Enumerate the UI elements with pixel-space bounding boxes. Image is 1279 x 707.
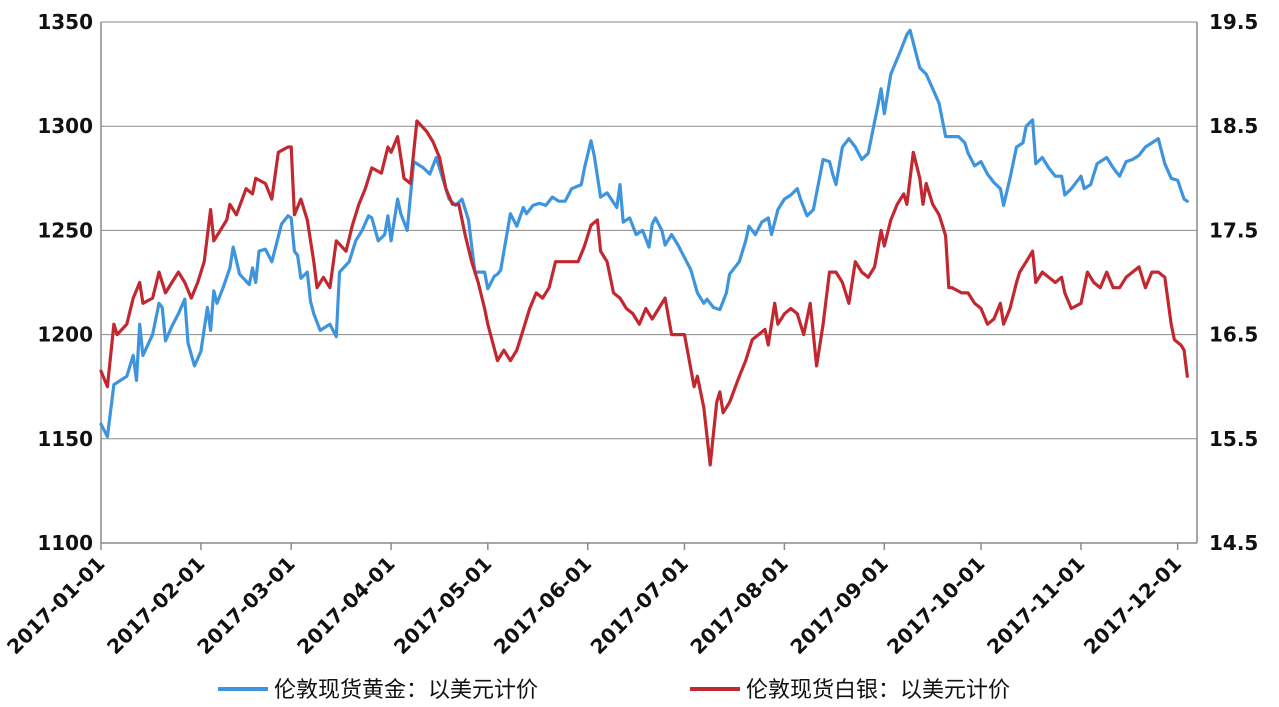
legend: 伦敦现货黄金：以美元计价 伦敦现货白银：以美元计价 (218, 678, 1010, 703)
right-tick-label: 16.5 (1209, 323, 1258, 347)
legend-item-silver: 伦敦现货白银：以美元计价 (690, 678, 1010, 703)
left-tick-label: 1100 (37, 531, 93, 555)
right-tick-label: 19.5 (1209, 10, 1258, 34)
right-tick-label: 18.5 (1209, 114, 1258, 138)
series-layer (99, 28, 1189, 467)
x-tick-label: 2017-09-01 (785, 552, 892, 659)
left-axis-ticks: 1100 1150 1200 1250 1300 1350 (37, 10, 93, 555)
left-tick-label: 1250 (37, 218, 93, 242)
right-tick-label: 14.5 (1209, 531, 1258, 555)
x-tick-label: 2017-04-01 (292, 552, 399, 659)
gold-price-line (99, 28, 1189, 439)
right-axis-ticks: 14.5 15.5 16.5 17.5 18.5 19.5 (1209, 10, 1258, 555)
left-tick-label: 1200 (37, 323, 93, 347)
x-tick-label: 2017-01-01 (2, 552, 109, 659)
legend-label-silver: 伦敦现货白银：以美元计价 (746, 678, 1010, 703)
x-tick-label: 2017-10-01 (882, 552, 989, 659)
legend-label-gold: 伦敦现货黄金：以美元计价 (274, 678, 538, 703)
left-tick-label: 1350 (37, 10, 93, 34)
right-tick-label: 17.5 (1209, 218, 1258, 242)
silver-price-line (99, 119, 1189, 467)
x-tick-label: 2017-05-01 (389, 552, 496, 659)
x-axis-ticks: 2017-01-012017-02-012017-03-012017-04-01… (2, 543, 1186, 659)
right-tick-label: 15.5 (1209, 427, 1258, 451)
x-tick-label: 2017-11-01 (982, 552, 1089, 659)
x-tick-label: 2017-06-01 (489, 552, 596, 659)
x-tick-label: 2017-12-01 (1079, 552, 1186, 659)
left-tick-label: 1300 (37, 114, 93, 138)
x-tick-label: 2017-07-01 (586, 552, 693, 659)
axes (100, 22, 1198, 544)
left-tick-label: 1150 (37, 427, 93, 451)
gridlines (101, 21, 1197, 544)
x-tick-label: 2017-08-01 (685, 552, 792, 659)
legend-item-gold: 伦敦现货黄金：以美元计价 (218, 678, 538, 703)
